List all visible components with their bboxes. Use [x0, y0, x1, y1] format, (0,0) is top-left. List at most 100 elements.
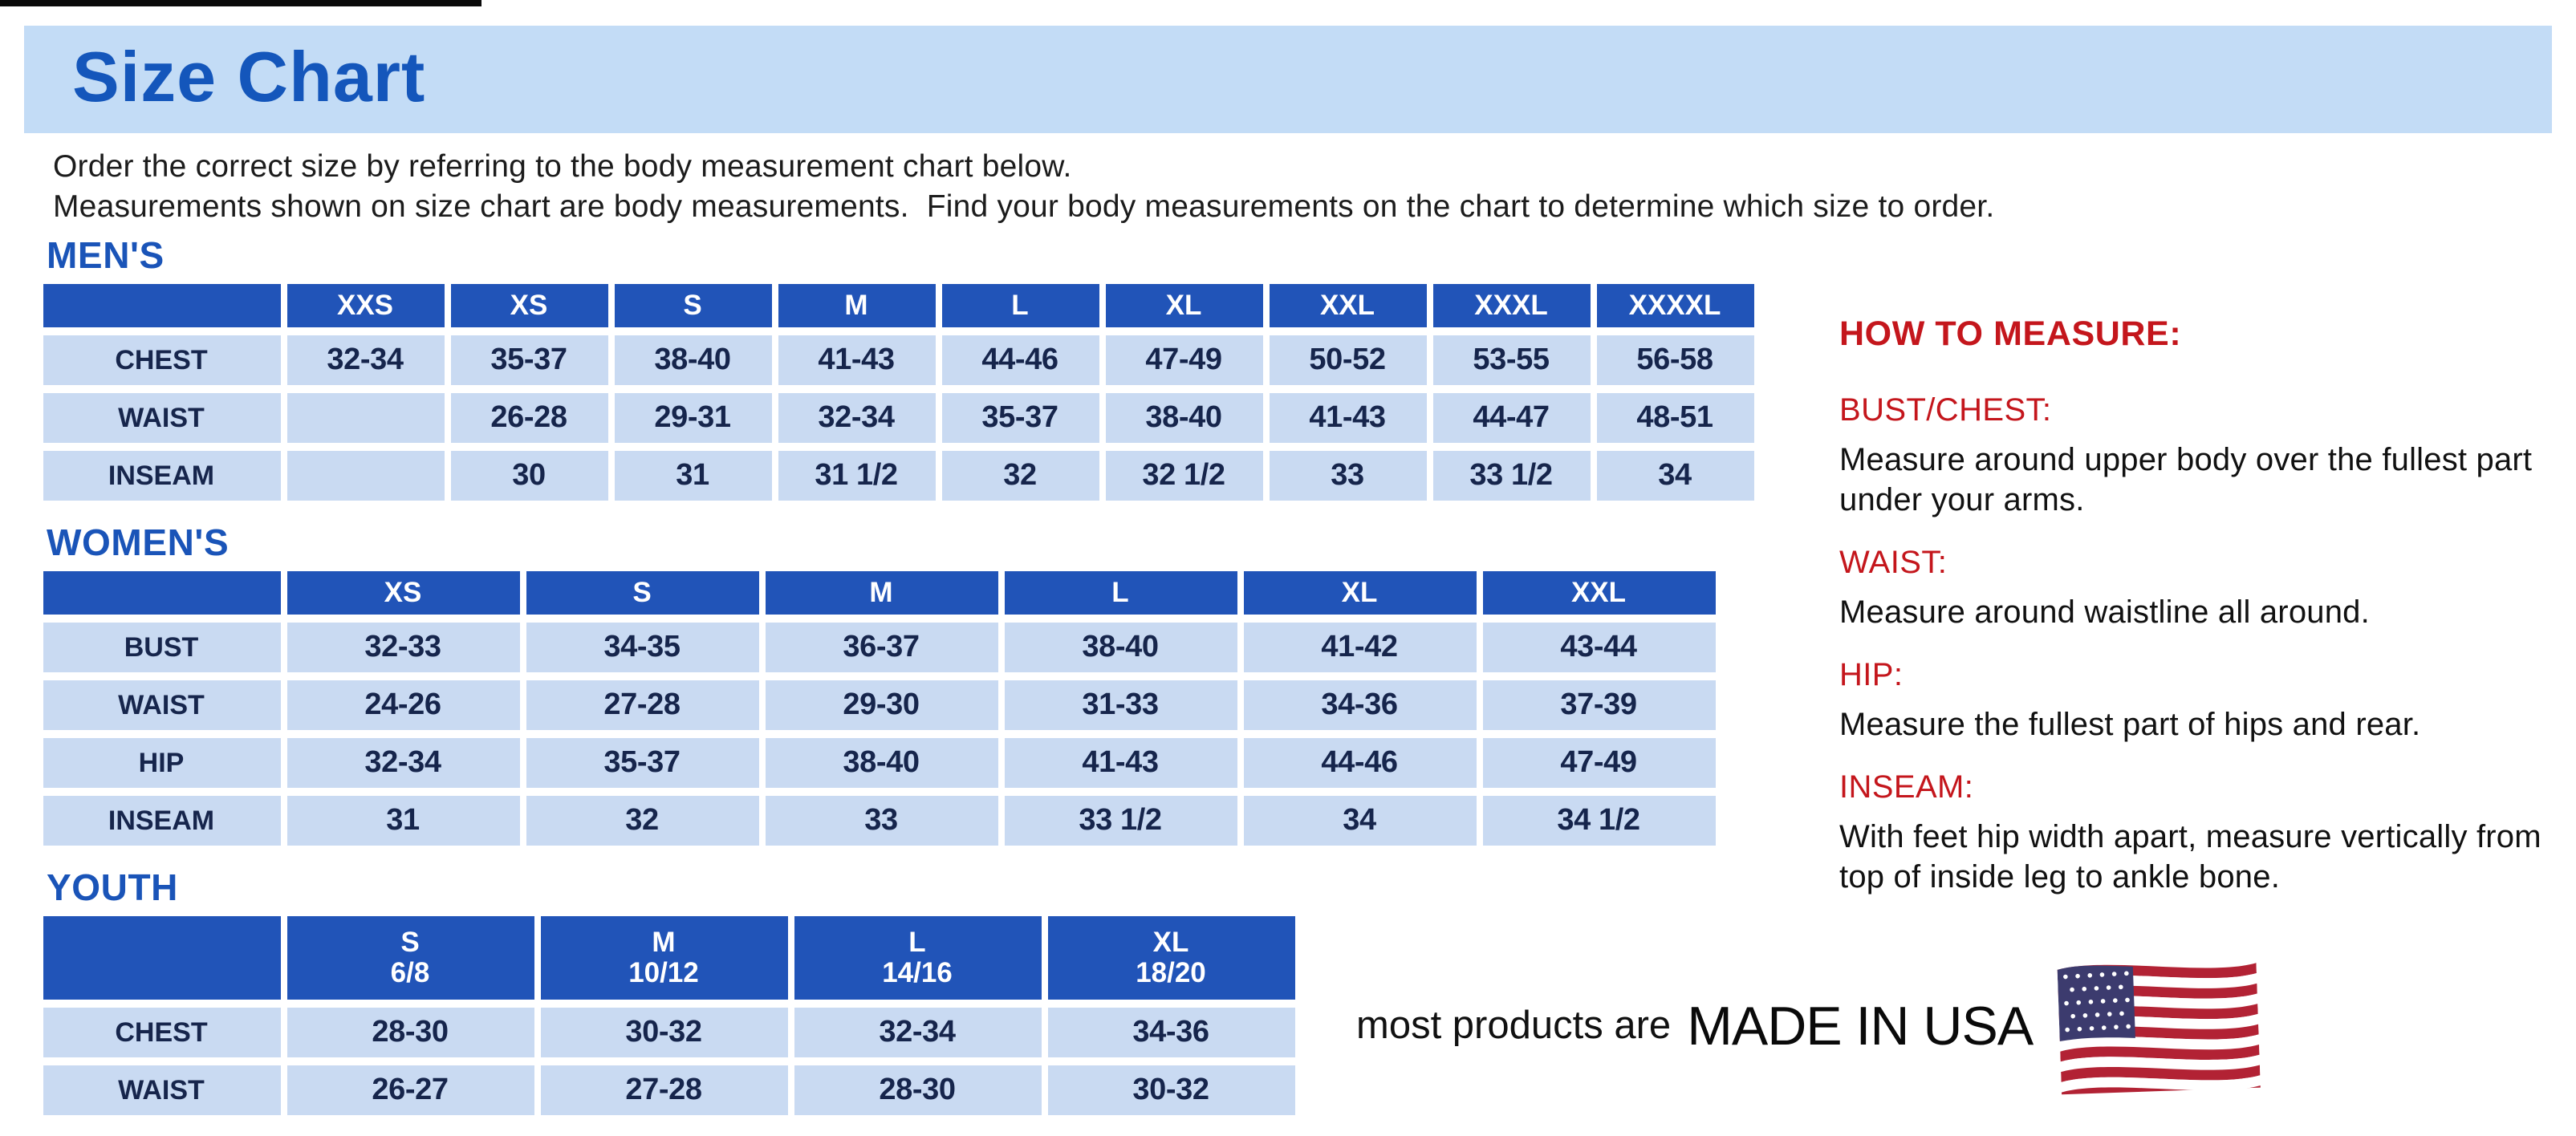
column-header: S 6/8: [286, 916, 534, 1000]
made-in-usa-footer: most products are MADE IN USA: [1356, 947, 2480, 1107]
table-cell: 33 1/2: [1004, 796, 1237, 846]
measure-text-waist: Measure around waistline all around.: [1839, 595, 2370, 631]
flag-star: [2111, 972, 2116, 976]
flag-stripe: [2060, 1075, 2261, 1093]
flag-stripe: [2059, 1034, 2259, 1052]
flag-stripe: [2059, 1054, 2260, 1073]
row-label: HIP: [43, 738, 280, 788]
flag-star: [2075, 1000, 2081, 1005]
page-title: Size Chart: [72, 39, 426, 117]
table-cell: 32-34: [286, 738, 519, 788]
row-label: INSEAM: [43, 796, 280, 846]
size-tables-column: MEN'S XXS XS S M L XL XXL XXXL XXXXL CHEST 32-34 35…: [43, 234, 1809, 1136]
row-label: BUST: [43, 623, 280, 672]
table-cell: 31: [286, 796, 519, 846]
column-header: L 14/16: [794, 916, 1041, 1000]
table-cell: 26-27: [286, 1065, 534, 1115]
table-cell: 41-42: [1243, 623, 1476, 672]
flag-star: [2063, 1000, 2069, 1006]
flag-star: [2107, 1012, 2111, 1016]
table-cell: 44-46: [1243, 738, 1476, 788]
measure-label-waist: WAIST:: [1839, 546, 1948, 581]
intro-line-2: Measurements shown on size chart are bod…: [53, 189, 1995, 225]
column-header: XS: [286, 571, 519, 615]
youth-section: YOUTH S 6/8 M 10/12 L 14/16 XL 18/20 CHEST 28-30 3…: [43, 866, 1809, 1123]
flag-star: [2062, 974, 2067, 980]
measure-text-bust-chest: Measure around upper body over the fulle…: [1839, 443, 2533, 518]
column-header: XS: [450, 284, 607, 327]
flag-star: [2125, 1024, 2131, 1029]
flag-star: [2123, 971, 2128, 976]
flag-star: [2064, 1027, 2070, 1033]
footer-prefix-text: most products are: [1356, 1004, 1672, 1048]
table-cell: 47-49: [1105, 335, 1262, 385]
table-cell: 50-52: [1269, 335, 1426, 385]
flag-star: [2124, 997, 2130, 1003]
table-cell: 41-43: [1269, 393, 1426, 443]
table-cell: 44-47: [1432, 393, 1590, 443]
table-cell: 34-35: [526, 623, 758, 672]
top-edge-strip: [0, 0, 481, 6]
intro-text: Order the correct size by referring to t…: [53, 148, 1994, 228]
table-cell: 27-28: [540, 1065, 787, 1115]
table-cell: 38-40: [1105, 393, 1262, 443]
column-header: XL: [1105, 284, 1262, 327]
table-cell: 31-33: [1004, 680, 1237, 730]
column-header: XL: [1243, 571, 1476, 615]
table-cell: 32-34: [794, 1008, 1041, 1057]
column-header: M: [765, 571, 997, 615]
row-label: WAIST: [43, 680, 280, 730]
table-cell: 44-46: [941, 335, 1099, 385]
womens-size-table-wrap: XS S M L XL XXL BUST 32-33 34-35 36-37 38-40 41-42 4…: [43, 563, 1809, 854]
table-row: INSEAM 31 32 33 33 1/2 34 34 1/2: [43, 796, 1715, 846]
flag-star: [2118, 984, 2123, 990]
table-cell: 38-40: [614, 335, 771, 385]
table-row: WAIST 26-27 27-28 28-30 30-32: [43, 1065, 1294, 1115]
flag-star: [2082, 1012, 2087, 1018]
measure-item-inseam: INSEAM: With feet hip width apart, measu…: [1839, 770, 2554, 899]
flag-star: [2106, 985, 2111, 990]
measure-label-bust-chest: BUST/CHEST:: [1839, 393, 2052, 428]
table-cell: 27-28: [526, 680, 758, 730]
table-row: WAIST 26-28 29-31 32-34 35-37 38-40 41-43 44-47…: [43, 393, 1753, 443]
column-header: XXL: [1482, 571, 1715, 615]
column-header: S: [614, 284, 771, 327]
table-cell: 34-36: [1243, 680, 1476, 730]
us-flag-icon: [2056, 963, 2261, 1095]
youth-size-table-wrap: S 6/8 M 10/12 L 14/16 XL 18/20 CHEST 28-30 30-32 32…: [43, 908, 1809, 1123]
measure-item-waist: WAIST: Measure around waistline all arou…: [1839, 546, 2554, 634]
column-header: L: [1004, 571, 1237, 615]
corner-cell: [43, 916, 280, 1000]
corner-cell: [43, 284, 280, 327]
table-cell: 56-58: [1596, 335, 1753, 385]
flag-star: [2074, 973, 2080, 979]
table-cell: 33 1/2: [1432, 451, 1590, 501]
table-cell: 30-32: [1047, 1065, 1294, 1115]
measure-text-inseam: With feet hip width apart, measure verti…: [1839, 820, 2541, 895]
table-cell: [286, 393, 444, 443]
corner-cell: [43, 571, 280, 615]
table-row: HIP 32-34 35-37 38-40 41-43 44-46 47-49: [43, 738, 1715, 788]
table-cell: 32: [941, 451, 1099, 501]
measure-text-hip: Measure the fullest part of hips and rea…: [1839, 708, 2421, 743]
table-cell: 26-28: [450, 393, 607, 443]
table-cell: 47-49: [1482, 738, 1715, 788]
made-in-usa-text: MADE IN USA: [1687, 996, 2034, 1057]
table-cell: 37-39: [1482, 680, 1715, 730]
section-heading-womens: WOMEN'S: [47, 521, 230, 563]
table-cell: 35-37: [941, 393, 1099, 443]
table-cell: 38-40: [765, 738, 997, 788]
table-cell: 38-40: [1004, 623, 1237, 672]
title-banner: Size Chart: [24, 26, 2552, 133]
table-cell: 29-30: [765, 680, 997, 730]
table-cell: 31 1/2: [778, 451, 935, 501]
table-cell: 48-51: [1596, 393, 1753, 443]
flag-star: [2086, 972, 2092, 978]
table-cell: 33: [1269, 451, 1426, 501]
how-to-measure-panel: HOW TO MEASURE: BUST/CHEST: Measure arou…: [1839, 314, 2554, 923]
column-header: M: [778, 284, 935, 327]
table-cell: 36-37: [765, 623, 997, 672]
how-to-measure-title: HOW TO MEASURE:: [1839, 314, 2182, 353]
measure-label-hip: HIP:: [1839, 658, 1904, 693]
table-cell: 34 1/2: [1482, 796, 1715, 846]
